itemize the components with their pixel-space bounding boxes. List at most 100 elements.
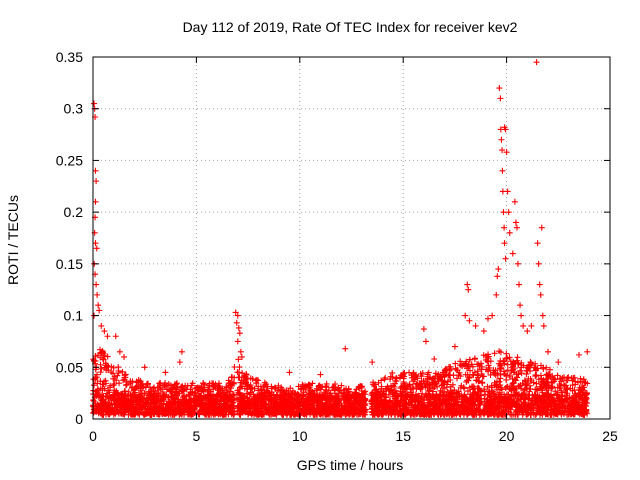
data-point xyxy=(487,358,494,365)
data-point xyxy=(510,380,517,387)
data-point xyxy=(452,360,459,367)
data-point xyxy=(459,362,466,369)
data-point xyxy=(278,393,285,400)
data-point xyxy=(107,401,114,408)
data-point xyxy=(93,374,100,381)
data-point xyxy=(196,408,203,415)
data-point xyxy=(317,371,324,378)
data-point xyxy=(183,386,190,393)
data-point xyxy=(493,378,500,385)
data-point xyxy=(272,409,279,416)
data-point xyxy=(354,405,361,412)
data-point xyxy=(217,394,224,401)
data-point xyxy=(222,393,229,400)
data-point xyxy=(386,398,393,405)
data-point xyxy=(382,374,389,381)
data-point xyxy=(555,394,562,401)
data-point xyxy=(424,384,431,391)
data-point xyxy=(420,326,427,333)
data-point xyxy=(355,398,362,405)
data-point xyxy=(189,380,196,387)
data-point xyxy=(145,397,152,404)
data-point xyxy=(542,391,549,398)
data-point xyxy=(537,362,544,369)
data-point xyxy=(393,395,400,402)
data-point xyxy=(422,338,429,345)
data-point xyxy=(384,383,391,390)
data-point xyxy=(457,358,464,365)
data-point xyxy=(401,394,408,401)
data-point xyxy=(335,384,342,391)
data-point xyxy=(526,403,533,410)
data-point xyxy=(165,394,172,401)
data-point xyxy=(262,400,269,407)
data-point xyxy=(431,384,438,391)
data-point xyxy=(580,376,587,383)
data-point xyxy=(134,394,141,401)
data-point xyxy=(150,406,157,413)
data-point xyxy=(173,381,180,388)
data-point xyxy=(568,400,575,407)
data-point xyxy=(185,391,192,398)
data-point xyxy=(230,391,237,398)
data-point xyxy=(437,404,444,411)
data-point xyxy=(302,408,309,415)
data-point xyxy=(254,392,261,399)
data-point xyxy=(234,369,241,376)
data-point xyxy=(390,393,397,400)
data-point xyxy=(323,394,330,401)
data-point xyxy=(172,408,179,415)
data-point xyxy=(533,372,540,379)
data-point xyxy=(234,312,241,319)
data-point xyxy=(389,374,396,381)
data-point xyxy=(395,408,402,415)
data-point xyxy=(518,364,525,371)
plot-frame xyxy=(92,56,611,420)
data-point xyxy=(500,209,507,216)
data-point xyxy=(106,389,113,396)
data-point xyxy=(109,370,116,377)
data-point xyxy=(237,348,244,355)
data-point xyxy=(221,407,228,414)
data-point xyxy=(259,390,266,397)
data-point xyxy=(487,371,494,378)
data-point xyxy=(341,386,348,393)
data-point xyxy=(494,370,501,377)
data-point xyxy=(455,388,462,395)
data-point xyxy=(225,411,232,418)
data-point xyxy=(142,384,149,391)
data-point xyxy=(521,386,528,393)
data-point xyxy=(225,380,232,387)
data-point xyxy=(268,402,275,409)
data-point xyxy=(179,396,186,403)
data-point xyxy=(91,100,98,107)
data-point xyxy=(550,396,557,403)
data-point xyxy=(441,381,448,388)
data-point xyxy=(558,387,565,394)
data-point xyxy=(103,390,110,397)
data-point xyxy=(572,378,579,385)
y-tick-label: 0.35 xyxy=(56,49,83,65)
x-tick-label: 15 xyxy=(395,428,411,444)
data-point xyxy=(418,373,425,380)
data-point xyxy=(127,380,134,387)
data-point xyxy=(558,400,565,407)
data-point xyxy=(238,395,245,402)
data-point xyxy=(274,387,281,394)
data-point xyxy=(454,375,461,382)
data-point xyxy=(539,312,546,319)
data-point xyxy=(498,136,505,143)
data-point xyxy=(247,408,254,415)
data-point xyxy=(258,402,265,409)
data-point xyxy=(169,406,176,413)
data-point xyxy=(97,385,104,392)
data-point xyxy=(319,408,326,415)
data-point xyxy=(262,409,269,416)
data-point xyxy=(534,240,541,247)
data-point xyxy=(517,367,524,374)
data-point xyxy=(260,396,267,403)
data-point xyxy=(527,411,534,418)
data-point xyxy=(478,388,485,395)
data-point xyxy=(536,281,543,288)
